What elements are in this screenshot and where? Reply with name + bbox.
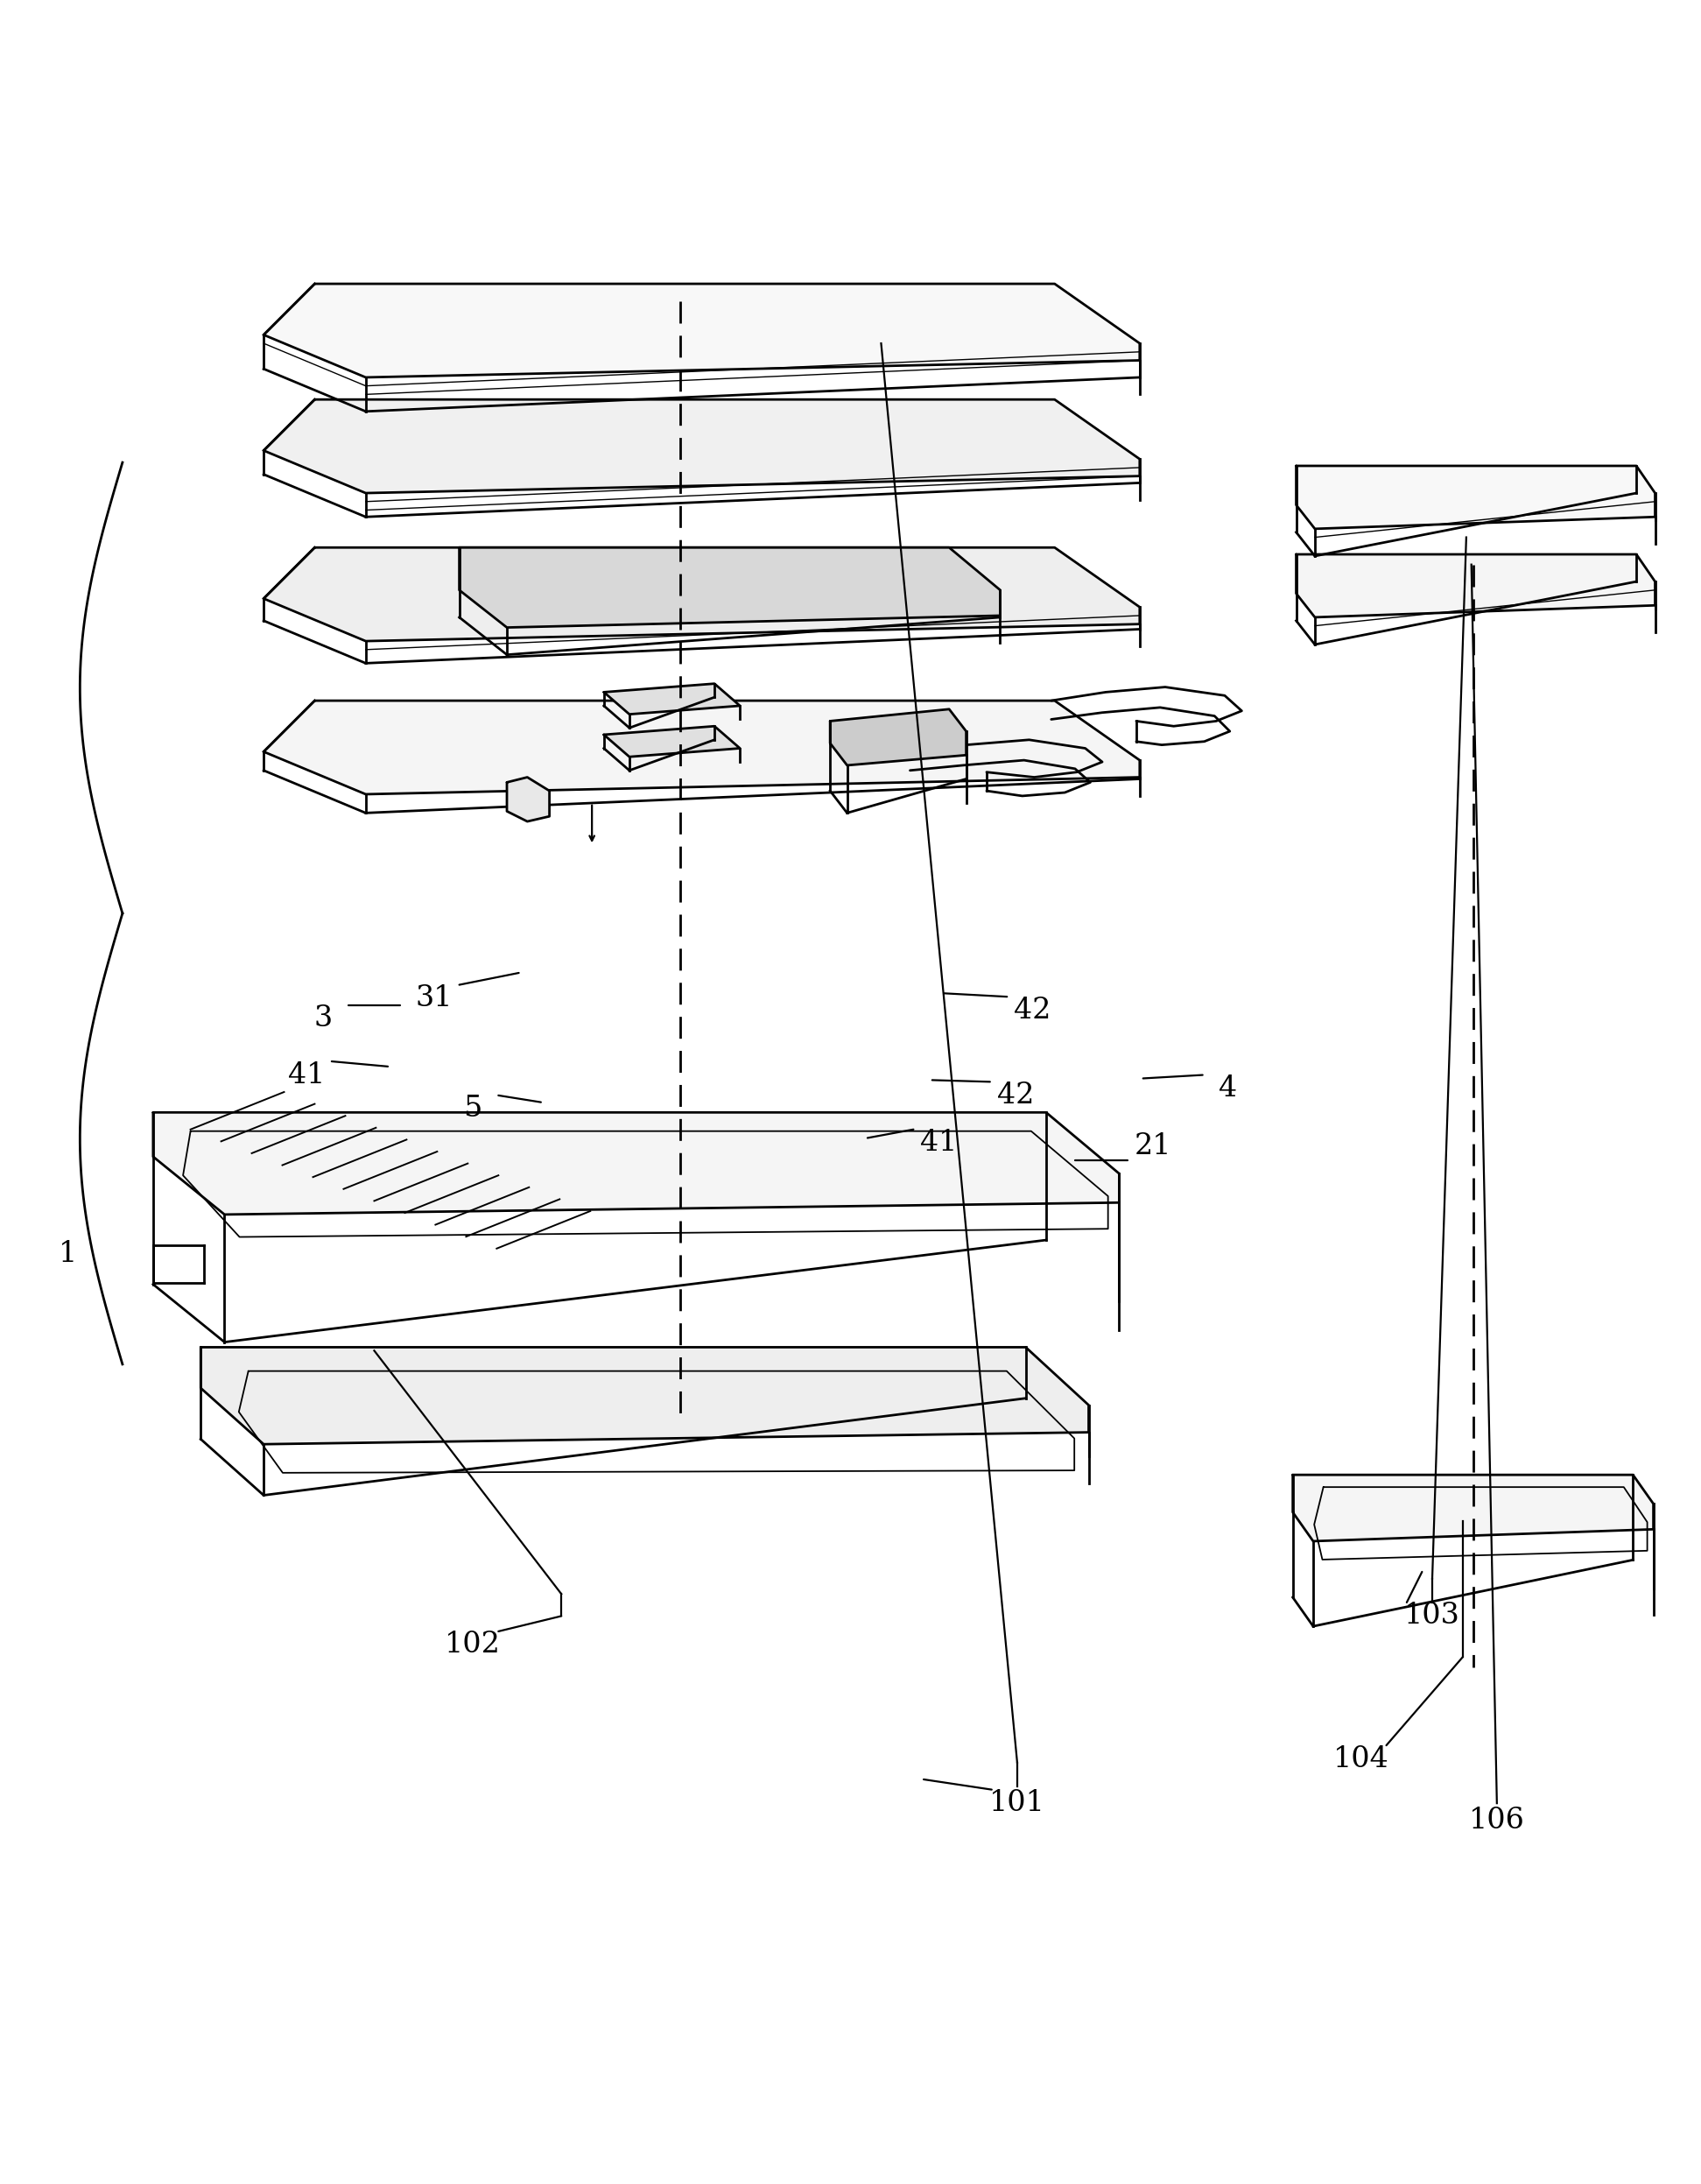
Text: 103: 103 xyxy=(1405,1603,1459,1629)
Polygon shape xyxy=(153,1112,1119,1214)
Polygon shape xyxy=(1293,1474,1653,1542)
Polygon shape xyxy=(264,548,1140,642)
Text: 42: 42 xyxy=(1014,996,1051,1024)
Text: 4: 4 xyxy=(1220,1075,1237,1103)
Text: 31: 31 xyxy=(415,985,452,1013)
Text: 21: 21 xyxy=(1135,1133,1172,1160)
Polygon shape xyxy=(604,684,740,714)
Text: 106: 106 xyxy=(1470,1806,1524,1835)
Polygon shape xyxy=(264,400,1140,494)
Text: 3: 3 xyxy=(315,1005,332,1033)
Text: 41: 41 xyxy=(920,1129,958,1158)
Text: 104: 104 xyxy=(1334,1745,1388,1773)
Polygon shape xyxy=(1296,555,1655,618)
Polygon shape xyxy=(264,701,1140,795)
Polygon shape xyxy=(507,778,549,821)
Polygon shape xyxy=(604,725,740,758)
Text: 101: 101 xyxy=(990,1789,1044,1817)
Text: 1: 1 xyxy=(60,1241,77,1267)
Polygon shape xyxy=(201,1348,1089,1444)
Polygon shape xyxy=(1296,465,1655,529)
Polygon shape xyxy=(459,548,1000,627)
Polygon shape xyxy=(264,284,1140,378)
Text: 5: 5 xyxy=(463,1094,483,1123)
Polygon shape xyxy=(830,710,966,764)
Text: 102: 102 xyxy=(446,1631,500,1660)
Text: 42: 42 xyxy=(997,1081,1034,1109)
Text: 41: 41 xyxy=(287,1061,325,1090)
